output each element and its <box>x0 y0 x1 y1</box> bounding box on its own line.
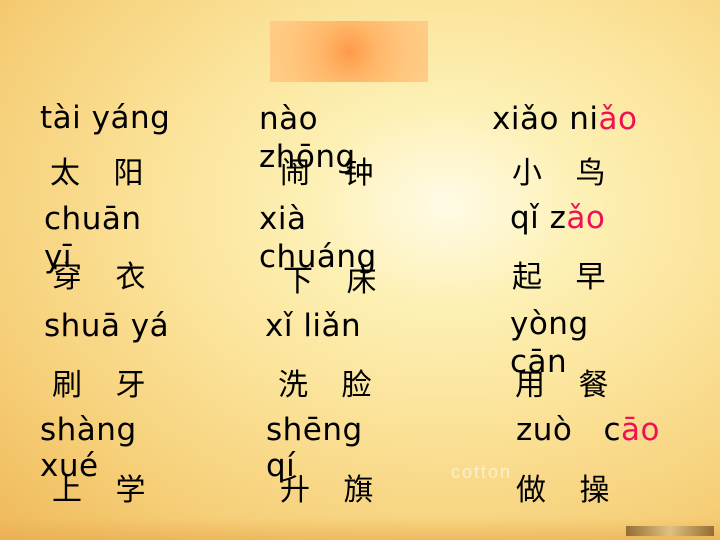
pinyin-qizao: qǐ zǎo <box>510 200 605 236</box>
hanzi-xiaoniao: 小 鸟 <box>512 148 618 192</box>
pinyin-taiyang: tài yáng <box>40 100 171 136</box>
hanzi-qizao: 起 早 <box>512 260 618 295</box>
pinyin-zuocao: zuò cāo <box>516 412 666 448</box>
pinyin-zuocao-accent: āo <box>621 412 660 448</box>
pinyin-xiachuang: xià chuáng <box>259 201 377 275</box>
pinyin-xiaoniao: xiǎo niǎo <box>492 100 652 138</box>
hanzi-xilian: 洗 脸 <box>278 368 384 403</box>
hanzi-xiaoniao-main: 小 <box>512 156 576 191</box>
title-box <box>270 21 428 82</box>
hanzi-zuocao: 做 操 <box>516 473 622 508</box>
pinyin-shengqi: shēng qí <box>266 412 363 484</box>
hanzi-xiaoniao-accent: 鸟 <box>575 156 618 191</box>
watermark-text: cotton <box>451 462 513 482</box>
footer-band <box>0 518 720 540</box>
hanzi-shangxue: 上 学 <box>52 473 158 508</box>
hanzi-naozhong: 闹 钟 <box>280 156 386 191</box>
hanzi-xiachuang: 下 床 <box>283 264 389 299</box>
pinyin-zuocao-main: zuò c <box>516 412 621 448</box>
pinyin-shangxue: shàng xué <box>40 412 137 484</box>
pinyin-xiaoniao-main: xiǎo ni <box>492 101 599 137</box>
pinyin-yongcan: yòng cān <box>510 306 589 380</box>
pinyin-qizao-accent: ǎo <box>566 200 606 236</box>
hanzi-shuaya: 刷 牙 <box>52 368 158 403</box>
hanzi-taiyang: 太 阳 <box>50 156 156 191</box>
pinyin-qizao-main: qǐ z <box>510 200 567 236</box>
hanzi-shengqi: 升 旗 <box>280 473 386 508</box>
site-logo <box>626 526 714 536</box>
hanzi-chuanyi: 穿 衣 <box>52 260 158 295</box>
pinyin-naozhong: nào zhōng <box>259 101 356 175</box>
pinyin-xilian: xǐ liǎn <box>265 308 362 344</box>
pinyin-chuanyi: chuān yī <box>44 201 142 275</box>
pinyin-xiaoniao-accent: ǎo <box>598 101 638 137</box>
pinyin-shuaya: shuā yá <box>44 308 170 344</box>
hanzi-yongcan: 用 餐 <box>515 368 621 403</box>
